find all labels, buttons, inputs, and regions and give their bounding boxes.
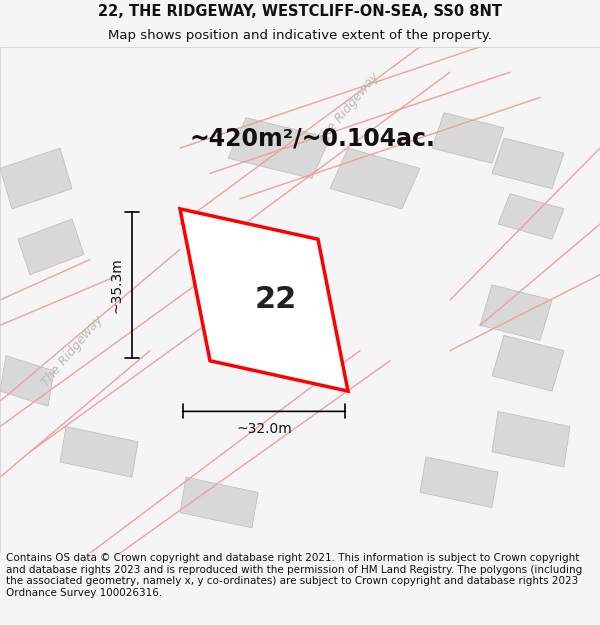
Text: ~35.3m: ~35.3m [109, 257, 123, 312]
Text: 22, THE RIDGEWAY, WESTCLIFF-ON-SEA, SS0 8NT: 22, THE RIDGEWAY, WESTCLIFF-ON-SEA, SS0 … [98, 4, 502, 19]
Text: 22: 22 [255, 286, 297, 314]
Polygon shape [18, 219, 84, 275]
Text: The Ridgeway: The Ridgeway [38, 312, 106, 389]
Polygon shape [330, 148, 420, 209]
Text: Map shows position and indicative extent of the property.: Map shows position and indicative extent… [108, 29, 492, 42]
Polygon shape [60, 426, 138, 478]
Polygon shape [432, 112, 504, 163]
Polygon shape [180, 478, 258, 528]
Polygon shape [0, 356, 54, 406]
Polygon shape [492, 411, 570, 467]
Polygon shape [480, 285, 552, 341]
Polygon shape [180, 209, 348, 391]
Text: The Ridgeway: The Ridgeway [314, 70, 382, 146]
Text: Contains OS data © Crown copyright and database right 2021. This information is : Contains OS data © Crown copyright and d… [6, 553, 582, 598]
Polygon shape [498, 194, 564, 239]
Text: ~420m²/~0.104ac.: ~420m²/~0.104ac. [189, 126, 435, 150]
Polygon shape [420, 457, 498, 508]
Polygon shape [228, 118, 330, 179]
Text: ~32.0m: ~32.0m [236, 422, 292, 436]
Polygon shape [492, 138, 564, 189]
Polygon shape [492, 336, 564, 391]
Polygon shape [0, 148, 72, 209]
